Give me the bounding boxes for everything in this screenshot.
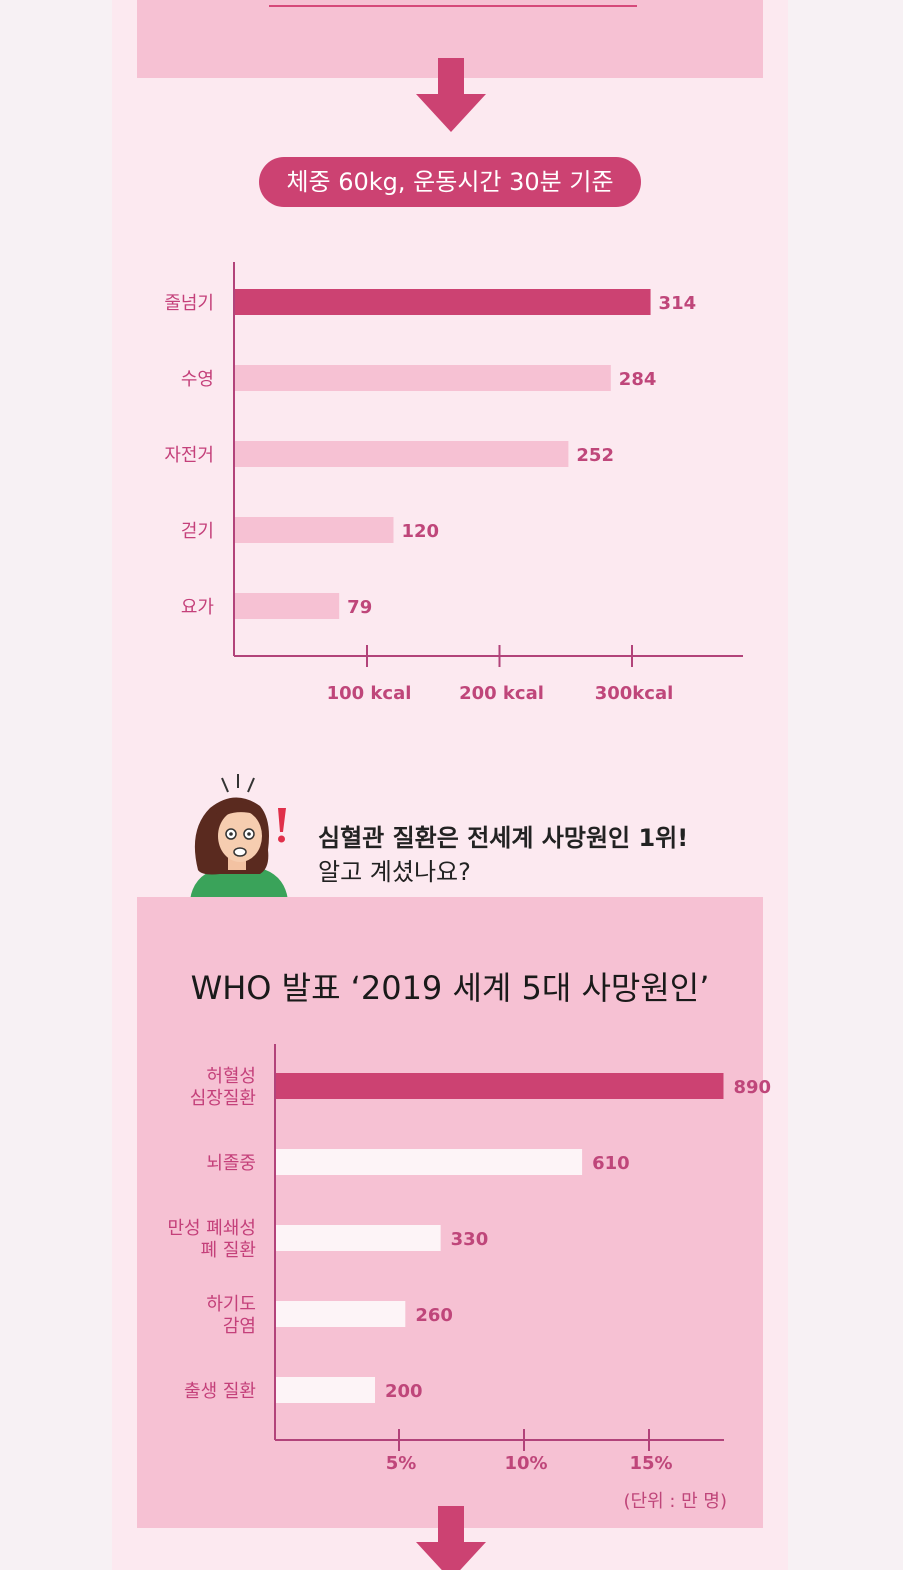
value-label: 610 — [592, 1153, 630, 1174]
category-label: 감염 — [223, 1316, 256, 1337]
category-label: 자전거 — [164, 445, 214, 466]
value-label: 260 — [415, 1305, 453, 1326]
category-label: 뇌졸중 — [206, 1153, 256, 1174]
category-label: 허혈성 — [206, 1066, 256, 1087]
value-label: 79 — [347, 597, 372, 618]
down-arrow-icon — [416, 1506, 486, 1570]
bar-5 — [276, 1377, 376, 1403]
down-arrow-icon — [416, 58, 486, 132]
bangs — [216, 803, 262, 822]
category-label: 만성 폐쇄성 — [167, 1218, 256, 1239]
bar-4 — [276, 1301, 406, 1327]
bar-2 — [276, 1149, 583, 1175]
who-chart-title: WHO 발표 ‘2019 세계 5대 사망원인’ — [190, 969, 710, 1007]
tick-label: 200 kcal — [459, 683, 544, 704]
bar-1 — [276, 1073, 724, 1099]
bar-5 — [235, 593, 340, 619]
value-label: 330 — [451, 1229, 489, 1250]
category-label: 걷기 — [181, 521, 214, 542]
value-label: 120 — [402, 521, 440, 542]
bar-1 — [235, 289, 651, 315]
right-pupil — [247, 832, 251, 836]
category-label: 심장질환 — [190, 1088, 256, 1109]
tick-label: 300kcal — [595, 683, 674, 704]
bar-2 — [235, 365, 611, 391]
category-label: 폐 질환 — [201, 1240, 256, 1261]
value-label: 200 — [385, 1381, 423, 1402]
alert-headline: 심혈관 질환은 전세계 사망원인 1위! — [318, 824, 689, 852]
surprise-line — [221, 777, 229, 793]
panel-divider-line — [269, 5, 637, 7]
mouth — [233, 847, 247, 857]
tick-label: 15% — [629, 1453, 672, 1474]
category-label: 수영 — [181, 369, 214, 390]
bar-3 — [276, 1225, 441, 1251]
alert-callout: 심혈관 질환은 전세계 사망원인 1위! 알고 계셨나요? — [180, 770, 740, 900]
who-panel: WHO 발표 ‘2019 세계 5대 사망원인’ (단위 : 만 명) — [137, 897, 763, 1528]
category-label: 출생 질환 — [184, 1381, 256, 1402]
value-label: 890 — [733, 1077, 771, 1098]
tick-label: 100 kcal — [327, 683, 412, 704]
exclamation-icon — [278, 808, 286, 843]
bar-3 — [235, 441, 569, 467]
tick-label: 5% — [386, 1453, 417, 1474]
value-label: 284 — [619, 369, 657, 390]
worried-woman-illustration — [190, 774, 288, 900]
tick-label: 10% — [504, 1453, 547, 1474]
left-pupil — [229, 832, 233, 836]
category-label: 줄넘기 — [164, 293, 214, 314]
face — [218, 810, 262, 862]
exercise-calorie-chart: 줄넘기 314 수영 284 자전거 252 걷기 120 요가 79 100 kcal 200 kc… — [164, 262, 743, 704]
category-label: 하기도 — [206, 1294, 256, 1315]
category-label: 요가 — [181, 597, 214, 618]
surprise-line — [247, 777, 255, 793]
green-shirt — [190, 866, 288, 900]
unit-note: (단위 : 만 명) — [623, 1491, 727, 1512]
condition-badge: 체중 60kg, 운동시간 30분 기준 — [259, 157, 641, 207]
value-label: 252 — [576, 445, 614, 466]
value-label: 314 — [659, 293, 697, 314]
alert-question: 알고 계셨나요? — [318, 858, 471, 886]
bar-4 — [235, 517, 394, 543]
